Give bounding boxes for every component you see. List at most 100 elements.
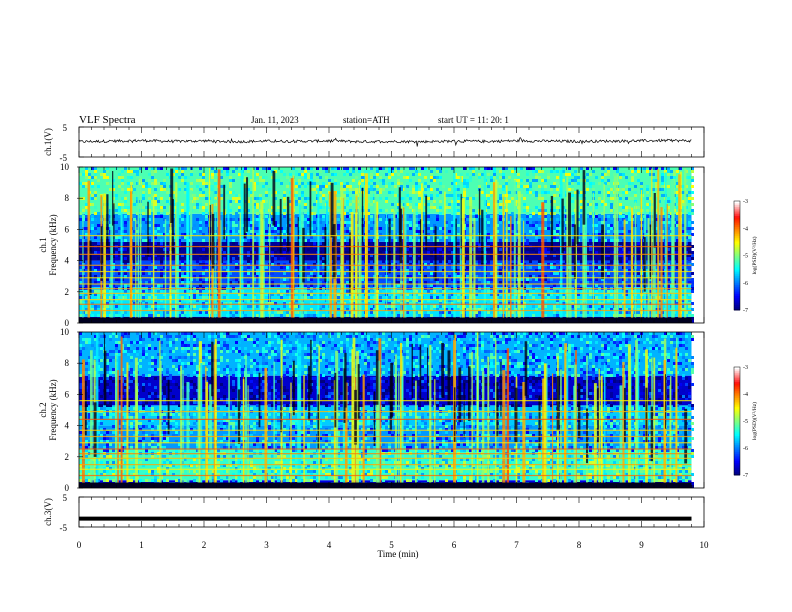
- spectrogram-cell: [319, 308, 322, 311]
- spectrogram-cell: [625, 212, 628, 215]
- spectrogram-cell: [586, 305, 589, 308]
- spectrogram-cell: [247, 182, 250, 185]
- spectrogram-cell: [265, 236, 268, 239]
- spectrogram-cell: [313, 221, 316, 224]
- spectrogram-cell: [157, 284, 160, 287]
- spectrogram-cell: [118, 176, 121, 179]
- spectrogram-cell: [466, 278, 469, 281]
- spectrogram-cell: [406, 260, 409, 263]
- spectrogram-cell: [193, 224, 196, 227]
- spectrogram-cell: [436, 194, 439, 197]
- spectrogram-cell: [529, 224, 532, 227]
- spectrogram-cell: [277, 263, 280, 266]
- spectrogram-cell: [346, 200, 349, 203]
- spectrogram-cell: [430, 278, 433, 281]
- spectrogram-cell: [637, 311, 640, 314]
- header-date: Jan. 11, 2023: [251, 115, 299, 125]
- spectrogram-cell: [499, 308, 502, 311]
- spectrogram-cell: [205, 182, 208, 185]
- spectrogram-cell: [430, 293, 433, 296]
- spectrogram-cell: [553, 212, 556, 215]
- spectrogram-cell: [313, 212, 316, 215]
- spectrogram-cell: [547, 263, 550, 266]
- spectrogram-cell: [244, 170, 247, 173]
- spectrogram-cell: [289, 284, 292, 287]
- spectrogram-cell: [625, 176, 628, 179]
- spectrogram-cell: [547, 191, 550, 194]
- spectrogram-cell: [154, 281, 157, 284]
- spectrogram-cell: [586, 272, 589, 275]
- spectrogram-cell: [181, 203, 184, 206]
- spectrogram-cell: [202, 194, 205, 197]
- spectrogram-cell: [439, 191, 442, 194]
- spectrogram-cell: [427, 233, 430, 236]
- spectrogram-cell: [94, 266, 97, 269]
- spectrogram-cell: [343, 272, 346, 275]
- spectrogram-cell: [166, 290, 169, 293]
- spectrogram-cell: [352, 188, 355, 191]
- spectrogram-cell: [238, 272, 241, 275]
- spectrogram-cell: [691, 179, 694, 182]
- spectrogram-cell: [556, 170, 559, 173]
- spectrogram-cell: [205, 224, 208, 227]
- spectrogram-cell: [148, 218, 151, 221]
- spectrogram-cell: [475, 278, 478, 281]
- sferic-streak: [603, 184, 605, 323]
- spectrogram-cell: [676, 296, 679, 299]
- spectrogram-cell: [265, 305, 268, 308]
- spectrogram-cell: [199, 206, 202, 209]
- spectrogram-cell: [655, 179, 658, 182]
- spectrogram-cell: [238, 206, 241, 209]
- spectrogram-cell: [163, 266, 166, 269]
- spectrogram-cell: [589, 248, 592, 251]
- spectrogram-cell: [136, 290, 139, 293]
- spectrogram-cell: [478, 290, 481, 293]
- sferic-streak: [473, 218, 476, 323]
- spectrogram-cell: [424, 167, 427, 170]
- spectrogram-cell: [586, 254, 589, 257]
- spectrogram-cell: [547, 248, 550, 251]
- sferic-streak: [495, 179, 498, 323]
- spectrogram-cell: [292, 167, 295, 170]
- spectrogram-cell: [181, 308, 184, 311]
- spectrogram-cell: [163, 233, 166, 236]
- spectrogram-cell: [229, 176, 232, 179]
- spectrogram-cell: [181, 170, 184, 173]
- spectrogram-cell: [253, 188, 256, 191]
- spectrogram-cell: [625, 269, 628, 272]
- spectrogram-cell: [247, 170, 250, 173]
- spectrogram-cell: [229, 209, 232, 212]
- spectrogram-cell: [598, 236, 601, 239]
- spectrogram-cell: [370, 173, 373, 176]
- spectrogram-cell: [406, 269, 409, 272]
- spectrogram-cell: [649, 284, 652, 287]
- spectrogram-cell: [124, 239, 127, 242]
- spectrogram-cell: [625, 293, 628, 296]
- spectrogram-cell: [598, 233, 601, 236]
- spectrogram-cell: [529, 185, 532, 188]
- spectrogram-cell: [268, 194, 271, 197]
- spectrogram-cell: [319, 215, 322, 218]
- spectrogram-cell: [532, 191, 535, 194]
- spectrogram-cell: [598, 299, 601, 302]
- spectrogram-cell: [256, 272, 259, 275]
- spectrogram-cell: [475, 257, 478, 260]
- sferic-streak: [459, 176, 462, 323]
- spectrogram-cell: [295, 290, 298, 293]
- spectrogram-cell: [382, 248, 385, 251]
- spectrogram-cell: [469, 176, 472, 179]
- spectrogram-cell: [448, 263, 451, 266]
- spectrogram-cell: [325, 176, 328, 179]
- spectrogram-cell: [577, 293, 580, 296]
- spectrogram-cell: [106, 167, 109, 170]
- spectrogram-cell: [364, 170, 367, 173]
- spectrogram-cell: [370, 218, 373, 221]
- spectrogram-cell: [595, 269, 598, 272]
- spectrogram-cell: [337, 221, 340, 224]
- spectrogram-cell: [544, 233, 547, 236]
- spectrogram-cell: [142, 194, 145, 197]
- spectrogram-cell: [184, 275, 187, 278]
- spectrogram-cell: [100, 170, 103, 173]
- spectrogram-cell: [346, 284, 349, 287]
